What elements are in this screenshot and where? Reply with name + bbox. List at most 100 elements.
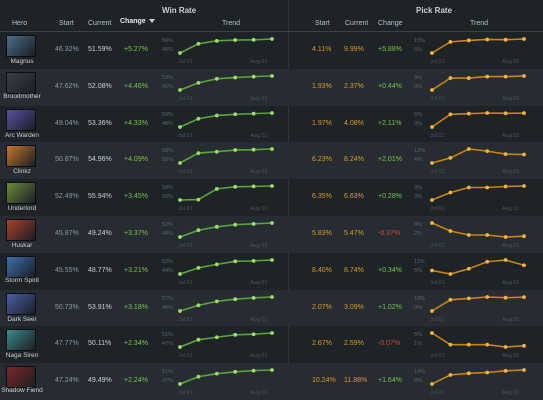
y-tick-low: 47% xyxy=(162,341,173,347)
hero-portrait[interactable] xyxy=(6,72,36,94)
y-tick-high: 14% xyxy=(414,369,425,375)
y-tick-high: 57% xyxy=(162,296,173,302)
hero-name[interactable]: Dark Seer xyxy=(0,316,44,323)
hero-name[interactable]: Broodmother xyxy=(0,93,44,100)
trend-line xyxy=(432,76,524,90)
trend-point-4 xyxy=(504,345,508,349)
win-change-value: +2.34% xyxy=(124,339,148,348)
hero-name[interactable]: Arc Warden xyxy=(0,132,44,139)
win-change-value: +2.24% xyxy=(124,376,148,385)
hero-name[interactable]: Magnus xyxy=(0,58,44,65)
y-tick-low: 0% xyxy=(414,305,422,311)
hero-name[interactable]: Underlord xyxy=(0,205,44,212)
hero-row[interactable]: Storm Spirit 45.55% 48.77% +3.21% 52% 44% Jul … xyxy=(0,253,543,290)
trend-point-3 xyxy=(233,75,237,79)
trend-line xyxy=(180,39,272,53)
hero-name[interactable]: Shadow Fiend xyxy=(0,387,44,394)
y-tick-low: 50% xyxy=(162,194,173,200)
trend-point-5 xyxy=(522,368,526,372)
x-tick-start: Jul 01 xyxy=(178,353,193,359)
trend-point-0 xyxy=(430,125,434,129)
trend-point-3 xyxy=(233,38,237,42)
win-rate-section-title: Win Rate xyxy=(162,6,196,15)
trend-point-3 xyxy=(485,38,489,42)
hero-portrait[interactable] xyxy=(6,182,36,204)
trend-point-1 xyxy=(449,229,453,233)
hero-portrait[interactable] xyxy=(6,256,36,278)
trend-point-4 xyxy=(504,295,508,299)
hero-portrait[interactable] xyxy=(6,293,36,315)
win-trend-chart: 57%49%Jul 01 Aug 01 xyxy=(162,293,278,323)
win-current-value: 49.24% xyxy=(88,229,112,238)
hero-portrait[interactable] xyxy=(6,145,36,167)
pick-start-column-header[interactable]: Start xyxy=(315,20,330,27)
trend-point-1 xyxy=(197,152,201,156)
hero-row[interactable]: Clinkz 50.87% 54.96% +4.09% 58% 50% Jul 01 Aug … xyxy=(0,142,543,179)
x-tick-start: Jul 01 xyxy=(178,280,193,286)
win-change-value: +3.45% xyxy=(124,192,148,201)
trend-point-1 xyxy=(197,303,201,307)
hero-row[interactable]: Dark Seer 50.73% 53.91% +3.18% 57% 49% Jul 01 A… xyxy=(0,290,543,327)
y-tick-low: 0% xyxy=(414,84,422,90)
hero-row[interactable]: Broodmother 47.62% 52.08% +4.46% 53% 45% Jul 0… xyxy=(0,69,543,106)
pick-change-value: -0.07% xyxy=(378,339,400,348)
trend-point-4 xyxy=(504,185,508,189)
hero-row[interactable]: Shadow Fiend 47.24% 49.49% +2.24% 51% 47% Jul … xyxy=(0,363,543,400)
x-tick-start: Jul 01 xyxy=(178,169,193,175)
win-start-value: 47.77% xyxy=(55,339,79,348)
trend-point-3 xyxy=(485,74,489,78)
win-start-value: 46.32% xyxy=(55,45,79,54)
x-tick-end: Aug 01 xyxy=(250,390,267,396)
hero-portrait[interactable] xyxy=(6,329,36,351)
pick-current-column-header[interactable]: Current xyxy=(345,20,368,27)
hero-portrait[interactable] xyxy=(6,366,36,388)
trend-point-0 xyxy=(430,309,434,313)
pick-trend-chart: 3% 0% Jul 01 Aug 01 xyxy=(414,72,530,102)
pick-trend-chart: 8%2%Jul 01 Aug 01 xyxy=(414,219,530,249)
hero-row[interactable]: Underlord 52.49% 55.94% +3.45% 58% 50% Jul 01 A… xyxy=(0,179,543,216)
hero-portrait[interactable] xyxy=(6,219,36,241)
hero-row[interactable]: Naga Siren 47.77% 50.11% +2.34% 51% 47% Jul 01… xyxy=(0,326,543,363)
trend-point-2 xyxy=(215,262,219,266)
hero-name[interactable]: Storm Spirit xyxy=(0,277,44,284)
hero-name[interactable]: Naga Siren xyxy=(0,352,44,359)
hero-row[interactable]: Magnus 46.32% 51.59% +5.27% 56% 48% Jul 01 Aug … xyxy=(0,32,543,69)
win-current-column-header[interactable]: Current xyxy=(88,20,111,27)
win-start-column-header[interactable]: Start xyxy=(59,20,74,27)
pick-trend-chart: 15%5%Jul 01 Aug 01 xyxy=(414,35,530,65)
hero-name[interactable]: Huskar xyxy=(0,242,44,249)
pick-current-value: 2.59% xyxy=(344,339,364,348)
hero-row[interactable]: Huskar 45.87% 49.24% +3.37% 52% 44% Jul 01 Aug … xyxy=(0,216,543,253)
trend-point-5 xyxy=(270,258,274,262)
hero-portrait[interactable] xyxy=(6,109,36,131)
trend-line xyxy=(180,149,272,163)
trend-point-2 xyxy=(467,372,471,376)
x-tick-end: Aug 01 xyxy=(250,206,267,212)
trend-point-4 xyxy=(504,111,508,115)
hero-name[interactable]: Clinkz xyxy=(0,168,44,175)
trend-point-4 xyxy=(252,222,256,226)
win-start-value: 47.62% xyxy=(55,82,79,91)
trend-point-3 xyxy=(485,233,489,237)
trend-point-0 xyxy=(178,235,182,239)
win-current-value: 53.91% xyxy=(88,303,112,312)
y-tick-high: 5% xyxy=(414,112,422,118)
pick-start-value: 4.11% xyxy=(312,45,331,54)
win-trend-chart: 58%50%Jul 01 Aug 01 xyxy=(162,145,278,175)
x-tick-end: Aug 01 xyxy=(250,59,267,65)
trend-point-5 xyxy=(270,221,274,225)
trend-point-0 xyxy=(430,51,434,55)
trend-point-1 xyxy=(197,228,201,232)
trend-point-5 xyxy=(522,74,526,78)
win-change-column-header[interactable]: Change xyxy=(120,18,155,25)
hero-portrait[interactable] xyxy=(6,35,36,57)
trend-point-1 xyxy=(197,266,201,270)
trend-point-2 xyxy=(215,336,219,340)
hero-row[interactable]: Arc Warden 49.04% 53.36% +4.33% 56% 48% Jul 01… xyxy=(0,106,543,143)
hero-column-header[interactable]: Hero xyxy=(12,20,27,27)
trend-point-5 xyxy=(522,295,526,299)
trend-point-3 xyxy=(233,112,237,116)
pick-trend-column-header: Trend xyxy=(470,20,488,27)
pick-change-column-header[interactable]: Change xyxy=(378,20,403,27)
trend-point-0 xyxy=(178,161,182,165)
